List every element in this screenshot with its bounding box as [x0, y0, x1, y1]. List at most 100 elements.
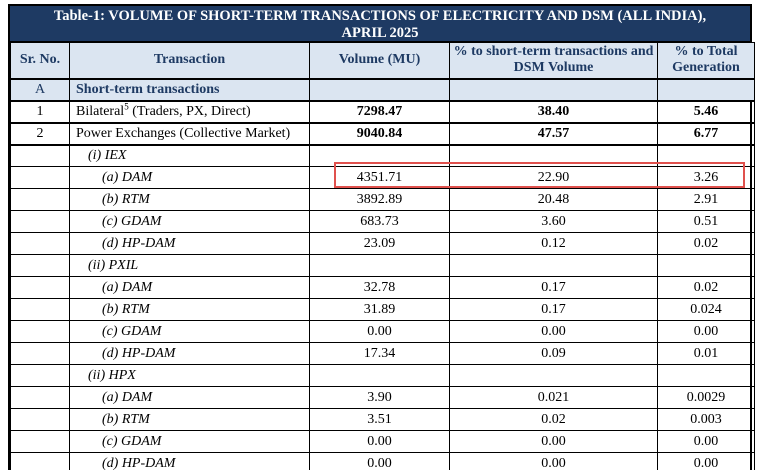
cell-transaction: (c) GDAM: [69, 430, 310, 453]
cell-sr-no: [10, 364, 70, 387]
transaction-label: Bilateral: [76, 103, 125, 119]
cell-transaction: (b) RTM: [69, 298, 310, 321]
cell-sr-no: [10, 232, 70, 255]
cell-transaction: (a) DAM: [69, 276, 310, 299]
cell-transaction: (ii) PXIL: [69, 254, 310, 277]
cell-pct-total-generation: 0.00: [657, 452, 755, 470]
cell-transaction: (b) RTM: [69, 188, 310, 211]
cell-pct-short-term: 0.00: [449, 452, 658, 470]
cell-pct-total-generation: [657, 78, 755, 102]
cell-pct-total-generation: [657, 254, 755, 277]
header-row: Sr. No. Transaction Volume (MU) % to sho…: [10, 42, 755, 80]
cell-pct-total-generation: 0.01: [657, 342, 755, 365]
cell-pct-total-generation: 0.0029: [657, 386, 755, 409]
cell-transaction: (d) HP-DAM: [69, 342, 310, 365]
cell-volume: 9040.84: [309, 122, 450, 146]
cell-pct-total-generation: 0.003: [657, 408, 755, 431]
cell-pct-total-generation: 6.77: [657, 122, 755, 146]
cell-pct-short-term: 0.00: [449, 320, 658, 343]
table-row-pxil-dam: (a) DAM 32.78 0.17 0.02: [10, 276, 755, 299]
cell-transaction: (a) DAM: [69, 386, 310, 409]
cell-pct-short-term: 3.60: [449, 210, 658, 233]
cell-sr-no: [10, 320, 70, 343]
cell-pct-total-generation: 5.46: [657, 100, 755, 124]
cell-pct-short-term: 0.12: [449, 232, 658, 255]
cell-pct-total-generation: 0.024: [657, 298, 755, 321]
table-row-pxil-hp-dam: (d) HP-DAM 17.34 0.09 0.01: [10, 342, 755, 365]
cell-sr-no: [10, 386, 70, 409]
table-row-pxil: (ii) PXIL: [10, 254, 755, 277]
cell-volume: 23.09: [309, 232, 450, 255]
cell-volume: 7298.47: [309, 100, 450, 124]
cell-sr-no: [10, 452, 70, 470]
cell-pct-short-term: 47.57: [449, 122, 658, 146]
table-row-hpx-dam: (a) DAM 3.90 0.021 0.0029: [10, 386, 755, 409]
cell-volume: 0.00: [309, 452, 450, 470]
cell-volume: 683.73: [309, 210, 450, 233]
cell-pct-total-generation: [657, 144, 755, 167]
cell-sr-no: [10, 276, 70, 299]
cell-sr-no: A: [10, 78, 70, 102]
table-row-iex-rtm: (b) RTM 3892.89 20.48 2.91: [10, 188, 755, 211]
cell-sr-no: [10, 298, 70, 321]
cell-transaction: Power Exchanges (Collective Market): [69, 122, 310, 146]
column-header-pct-short-term: % to short-term transactions and DSM Vol…: [449, 42, 658, 80]
cell-volume: 0.00: [309, 320, 450, 343]
cell-volume: 32.78: [309, 276, 450, 299]
cell-pct-short-term: 0.00: [449, 430, 658, 453]
cell-pct-short-term: 0.02: [449, 408, 658, 431]
cell-pct-total-generation: 0.02: [657, 232, 755, 255]
table-row-iex: (i) IEX: [10, 144, 755, 167]
cell-transaction: (b) RTM: [69, 408, 310, 431]
cell-sr-no: [10, 144, 70, 167]
column-header-volume-mu: Volume (MU): [309, 42, 450, 80]
table-row-iex-dam: (a) DAM 4351.71 22.90 3.26: [10, 166, 755, 189]
cell-pct-total-generation: 2.91: [657, 188, 755, 211]
cell-pct-short-term: [449, 364, 658, 387]
cell-transaction: Bilateral5 (Traders, PX, Direct): [69, 100, 310, 124]
cell-pct-short-term: 0.021: [449, 386, 658, 409]
cell-sr-no: 2: [10, 122, 70, 146]
cell-volume: 3892.89: [309, 188, 450, 211]
cell-pct-total-generation: 0.00: [657, 320, 755, 343]
cell-pct-short-term: 0.17: [449, 298, 658, 321]
cell-pct-short-term: 0.09: [449, 342, 658, 365]
transactions-table: Table-1: VOLUME OF SHORT-TERM TRANSACTIO…: [8, 4, 755, 470]
cell-sr-no: [10, 254, 70, 277]
table-row-pxil-gdam: (c) GDAM 0.00 0.00 0.00: [10, 320, 755, 343]
cell-transaction: (ii) HPX: [69, 364, 310, 387]
cell-volume: [309, 364, 450, 387]
cell-volume: 17.34: [309, 342, 450, 365]
cell-pct-total-generation: [657, 364, 755, 387]
cell-transaction: (d) HP-DAM: [69, 232, 310, 255]
cell-pct-short-term: [449, 254, 658, 277]
cell-volume: 31.89: [309, 298, 450, 321]
column-header-transaction: Transaction: [69, 42, 310, 80]
cell-sr-no: [10, 210, 70, 233]
cell-volume: 0.00: [309, 430, 450, 453]
cell-pct-total-generation: 0.02: [657, 276, 755, 299]
cell-volume: 3.90: [309, 386, 450, 409]
cell-volume: [309, 254, 450, 277]
table-row-hpx: (ii) HPX: [10, 364, 755, 387]
table-row-bilateral: 1 Bilateral5 (Traders, PX, Direct) 7298.…: [10, 100, 755, 124]
cell-sr-no: [10, 166, 70, 189]
cell-sr-no: [10, 430, 70, 453]
cell-volume: [309, 144, 450, 167]
table-row-iex-hp-dam: (d) HP-DAM 23.09 0.12 0.02: [10, 232, 755, 255]
cell-volume: 3.51: [309, 408, 450, 431]
cell-sr-no: [10, 342, 70, 365]
table-row-power-exchanges: 2 Power Exchanges (Collective Market) 90…: [10, 122, 755, 146]
cell-pct-short-term: 0.17: [449, 276, 658, 299]
cell-transaction: (c) GDAM: [69, 210, 310, 233]
footnote-reference: 5: [124, 100, 129, 111]
cell-volume: [309, 78, 450, 102]
cell-sr-no: 1: [10, 100, 70, 124]
table-row-iex-gdam: (c) GDAM 683.73 3.60 0.51: [10, 210, 755, 233]
column-header-sr-no: Sr. No.: [10, 42, 70, 80]
table-row-short-term-transactions: A Short-term transactions: [10, 78, 755, 102]
table-title: Table-1: VOLUME OF SHORT-TERM TRANSACTIO…: [10, 6, 750, 42]
table-row-hpx-hp-dam: (d) HP-DAM 0.00 0.00 0.00: [10, 452, 755, 470]
cell-pct-total-generation: 0.51: [657, 210, 755, 233]
